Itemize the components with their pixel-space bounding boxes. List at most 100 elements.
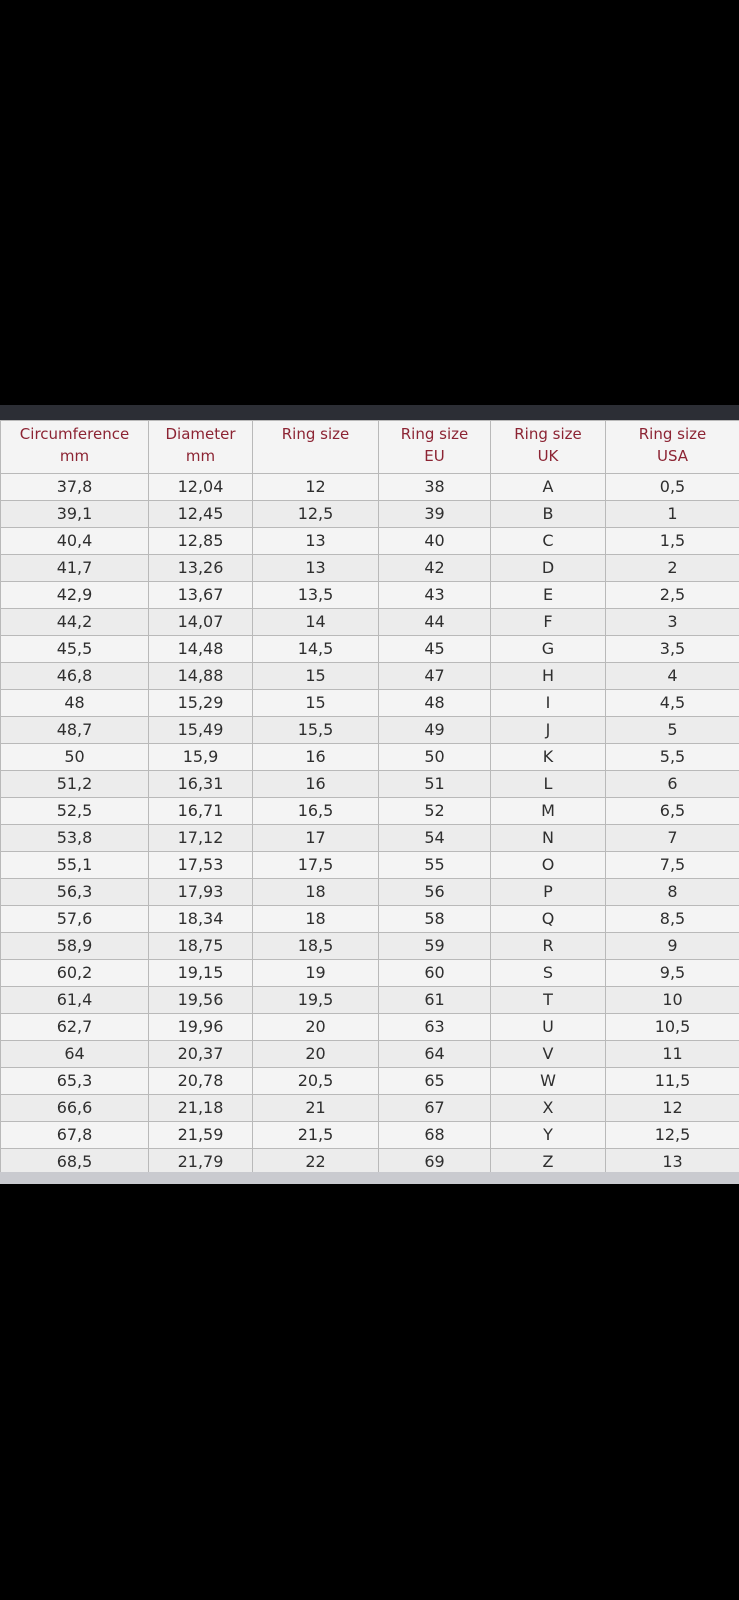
- table-cell: I: [490, 689, 606, 717]
- table-cell: 16: [252, 770, 379, 798]
- table-cell: 14,88: [148, 662, 253, 690]
- table-cell: 65: [378, 1067, 491, 1095]
- table-cell: 19,56: [148, 986, 253, 1014]
- table-row: 44,2 14,07 14 44 F 3: [0, 608, 739, 636]
- table-cell: 68: [378, 1121, 491, 1149]
- table-cell: M: [490, 797, 606, 825]
- table-cell: 15: [252, 662, 379, 690]
- table-cell: 52: [378, 797, 491, 825]
- table-row: 53,8 17,12 17 54 N 7: [0, 824, 739, 852]
- table-cell: 3: [605, 608, 739, 636]
- table-cell: 21: [252, 1094, 379, 1122]
- table-cell: 17: [252, 824, 379, 852]
- table-cell: 48: [0, 689, 149, 717]
- table-cell: 5,5: [605, 743, 739, 771]
- table-cell: 39,1: [0, 500, 149, 528]
- table-cell: U: [490, 1013, 606, 1041]
- table-cell: N: [490, 824, 606, 852]
- table-cell: 1,5: [605, 527, 739, 555]
- table-cell: H: [490, 662, 606, 690]
- table-cell: 47: [378, 662, 491, 690]
- table-cell: 15,5: [252, 716, 379, 744]
- table-body: 37,8 12,04 12 38 A 0,5 39,1 12,45 12,5 39 B 1 40,4 12…: [0, 473, 739, 1176]
- table-cell: 9: [605, 932, 739, 960]
- table-cell: 64: [0, 1040, 149, 1068]
- table-cell: 58,9: [0, 932, 149, 960]
- table-cell: 19,5: [252, 986, 379, 1014]
- table-row: 41,7 13,26 13 42 D 2: [0, 554, 739, 582]
- table-cell: 14,5: [252, 635, 379, 663]
- header-line: mm: [59, 447, 90, 465]
- table-cell: 11: [605, 1040, 739, 1068]
- table-cell: 7,5: [605, 851, 739, 879]
- table-cell: 8: [605, 878, 739, 906]
- table-cell: 18,34: [148, 905, 253, 933]
- header-line: Ring size: [281, 425, 350, 443]
- table-cell: 57,6: [0, 905, 149, 933]
- table-cell: 0,5: [605, 473, 739, 501]
- table-cell: 50: [378, 743, 491, 771]
- header-line: Diameter: [165, 425, 236, 443]
- table-row: 58,9 18,75 18,5 59 R 9: [0, 932, 739, 960]
- table-cell: 16,71: [148, 797, 253, 825]
- table-cell: 15: [252, 689, 379, 717]
- table-cell: 41,7: [0, 554, 149, 582]
- table-cell: 14,07: [148, 608, 253, 636]
- table-cell: 5: [605, 716, 739, 744]
- table-cell: 37,8: [0, 473, 149, 501]
- header-line: EU: [424, 447, 445, 465]
- table-row: 48 15,29 15 48 I 4,5: [0, 689, 739, 717]
- table-cell: L: [490, 770, 606, 798]
- table-cell: 12: [605, 1094, 739, 1122]
- table-cell: 61,4: [0, 986, 149, 1014]
- table-cell: 50: [0, 743, 149, 771]
- table-cell: 56: [378, 878, 491, 906]
- table-cell: 3,5: [605, 635, 739, 663]
- table-cell: 6: [605, 770, 739, 798]
- table-cell: 44,2: [0, 608, 149, 636]
- table-cell: 11,5: [605, 1067, 739, 1095]
- header-row: Circumference mm Diameter mm Ring size Ring s…: [0, 420, 739, 474]
- header-line: Ring size: [400, 425, 469, 443]
- table-cell: 2: [605, 554, 739, 582]
- table-cell: K: [490, 743, 606, 771]
- table-cell: P: [490, 878, 606, 906]
- table-cell: 15,49: [148, 716, 253, 744]
- table-row: 37,8 12,04 12 38 A 0,5: [0, 473, 739, 501]
- header-line: UK: [537, 447, 559, 465]
- table-row: 42,9 13,67 13,5 43 E 2,5: [0, 581, 739, 609]
- table-cell: 20,37: [148, 1040, 253, 1068]
- table-cell: 20: [252, 1040, 379, 1068]
- table-cell: 49: [378, 716, 491, 744]
- table-cell: 54: [378, 824, 491, 852]
- table-cell: 19,96: [148, 1013, 253, 1041]
- table-cell: G: [490, 635, 606, 663]
- table-cell: Z: [490, 1148, 606, 1176]
- table-row: 60,2 19,15 19 60 S 9,5: [0, 959, 739, 987]
- bottom-bar: [0, 1172, 739, 1184]
- table-cell: 46,8: [0, 662, 149, 690]
- table-cell: 15,29: [148, 689, 253, 717]
- table-row: 67,8 21,59 21,5 68 Y 12,5: [0, 1121, 739, 1149]
- table-cell: 39: [378, 500, 491, 528]
- table-cell: 17,5: [252, 851, 379, 879]
- table-cell: 69: [378, 1148, 491, 1176]
- table-row: 56,3 17,93 18 56 P 8: [0, 878, 739, 906]
- table-cell: 18: [252, 905, 379, 933]
- table-row: 65,3 20,78 20,5 65 W 11,5: [0, 1067, 739, 1095]
- table-cell: 53,8: [0, 824, 149, 852]
- table-cell: S: [490, 959, 606, 987]
- table-cell: 42: [378, 554, 491, 582]
- table-row: 52,5 16,71 16,5 52 M 6,5: [0, 797, 739, 825]
- table-cell: 8,5: [605, 905, 739, 933]
- table-cell: O: [490, 851, 606, 879]
- table-cell: F: [490, 608, 606, 636]
- table-row: 51,2 16,31 16 51 L 6: [0, 770, 739, 798]
- header-cell: Ring size UK: [490, 420, 606, 474]
- table-cell: 45,5: [0, 635, 149, 663]
- table-row: 46,8 14,88 15 47 H 4: [0, 662, 739, 690]
- table-cell: 4,5: [605, 689, 739, 717]
- table-cell: J: [490, 716, 606, 744]
- table-row: 50 15,9 16 50 K 5,5: [0, 743, 739, 771]
